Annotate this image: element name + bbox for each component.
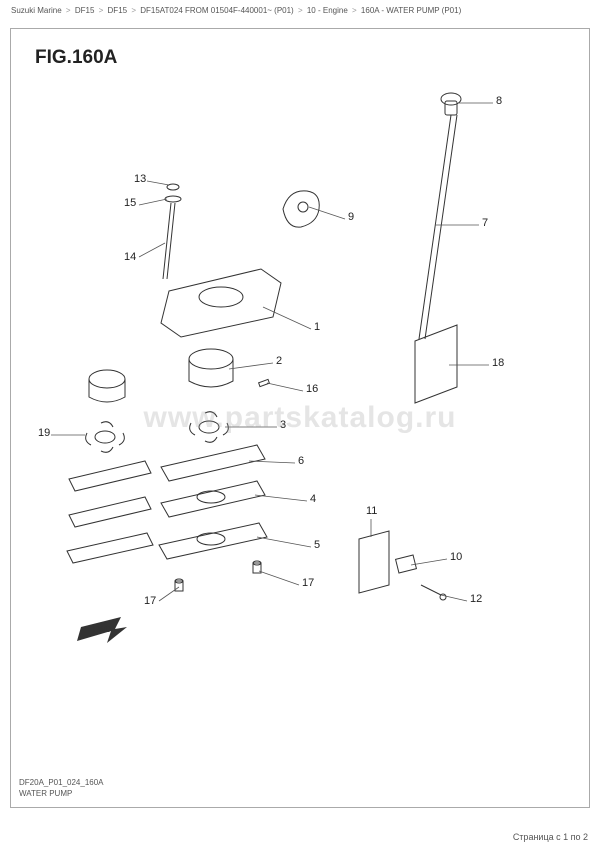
crumb-1[interactable]: DF15	[75, 6, 95, 15]
callout-12: 12	[469, 593, 483, 605]
callout-8: 8	[495, 95, 503, 107]
crumb-5[interactable]: 160A - WATER PUMP (P01)	[361, 6, 461, 15]
breadcrumb: Suzuki Marine > DF15 > DF15 > DF15AT024 …	[10, 6, 462, 15]
exploded-view	[11, 29, 591, 809]
crumb-0[interactable]: Suzuki Marine	[11, 6, 62, 15]
callout-14: 14	[123, 251, 137, 263]
crumb-sep: >	[66, 6, 71, 15]
crumb-sep: >	[99, 6, 104, 15]
crumb-3[interactable]: DF15AT024 FROM 01504F-440001~ (P01)	[140, 6, 293, 15]
crumb-sep: >	[352, 6, 357, 15]
page-info: Страница с 1 по 2	[513, 832, 588, 842]
callout-5: 5	[313, 539, 321, 551]
crumb-sep: >	[298, 6, 303, 15]
callout-19: 19	[37, 427, 51, 439]
callout-6: 6	[297, 455, 305, 467]
callout-4: 4	[309, 493, 317, 505]
callout-9: 9	[347, 211, 355, 223]
callout-18: 18	[491, 357, 505, 369]
callout-17b: 17	[301, 577, 315, 589]
callout-3: 3	[279, 419, 287, 431]
crumb-2[interactable]: DF15	[108, 6, 128, 15]
callout-15: 15	[123, 197, 137, 209]
callout-2: 2	[275, 355, 283, 367]
footer-name: WATER PUMP	[19, 789, 104, 799]
crumb-4[interactable]: 10 - Engine	[307, 6, 348, 15]
figure-panel: FIG.160A	[10, 28, 590, 808]
callout-10: 10	[449, 551, 463, 563]
callout-1: 1	[313, 321, 321, 333]
footer-code: DF20A_P01_024_160A	[19, 778, 104, 788]
fwd-label: FWD	[93, 625, 111, 634]
callout-17a: 17	[143, 595, 157, 607]
callout-16: 16	[305, 383, 319, 395]
callout-11: 11	[365, 505, 378, 517]
callout-7: 7	[481, 217, 489, 229]
crumb-sep: >	[131, 6, 136, 15]
figure-footer: DF20A_P01_024_160A WATER PUMP	[19, 778, 104, 799]
callout-13: 13	[133, 173, 147, 185]
